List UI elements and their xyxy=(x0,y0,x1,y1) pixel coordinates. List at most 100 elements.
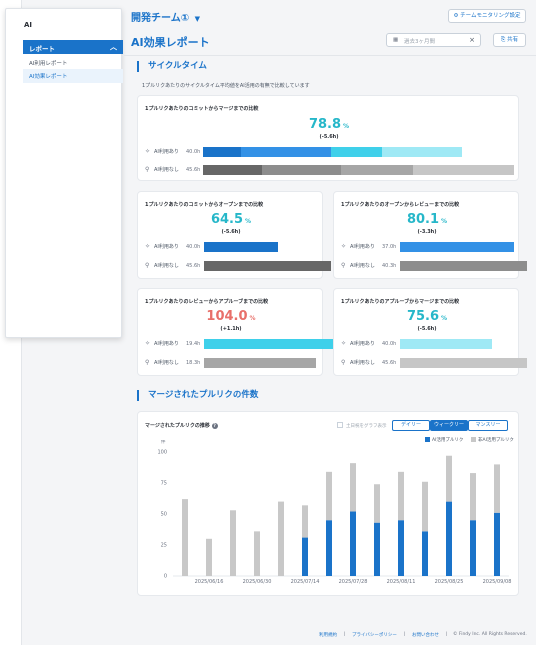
share-button[interactable]: ⎘ 共有 xyxy=(493,33,526,47)
person-icon: ⚲ xyxy=(341,359,346,366)
tab-weekly[interactable]: ウィークリー xyxy=(430,420,468,431)
row-label-without-ai: ⚲ AI利用なし xyxy=(341,359,375,366)
y-tick-label: 75 xyxy=(161,481,167,487)
chart-bar[interactable] xyxy=(398,520,404,576)
cycle-caption: 1プルリクあたりのサイクルタイム平均値をAI活用の有無で比較しています xyxy=(142,83,310,89)
chart-bar[interactable] xyxy=(422,481,428,532)
chart-bar[interactable] xyxy=(302,505,308,538)
bar-with-ai xyxy=(400,242,514,252)
chart-bar[interactable] xyxy=(470,520,476,576)
sparkle-icon: ✧ xyxy=(341,243,347,250)
cycle-card: 1プルリクあたりのオープンからレビューまでの比較 80.1% (-3.3h) ✧… xyxy=(333,191,527,279)
bar-without-ai xyxy=(203,165,514,175)
chart-bar[interactable] xyxy=(470,473,476,521)
x-tick-label: 2025/09/08 xyxy=(483,579,512,585)
diff-value: (-5.6h) xyxy=(417,326,437,332)
tab-monthly[interactable]: マンスリー xyxy=(468,420,508,431)
x-tick-label: 2025/08/11 xyxy=(387,579,416,585)
chart-bar[interactable] xyxy=(206,538,212,576)
y-tick-label: 100 xyxy=(157,450,167,456)
tab-daily[interactable]: デイリー xyxy=(392,420,430,431)
chevron-up-icon: ︿ xyxy=(110,43,117,51)
sidebar-section-report[interactable]: レポート ︿ xyxy=(23,40,123,54)
row-value-with-ai: 19.4h xyxy=(186,341,201,347)
chart-bar[interactable] xyxy=(254,531,260,576)
bar-without-ai xyxy=(204,261,331,271)
row-label-with-ai: ✧ AI利用あり xyxy=(145,148,179,155)
percent-value: 80.1% xyxy=(406,212,448,227)
chart-bar[interactable] xyxy=(446,455,452,502)
percent-value: 78.8% xyxy=(308,117,350,132)
chart-bar[interactable] xyxy=(350,463,356,512)
gear-icon: ⚙ xyxy=(453,13,459,19)
bar-with-ai xyxy=(400,339,492,349)
row-label-with-ai: ✧ AI利用あり xyxy=(341,340,375,347)
person-icon: ⚲ xyxy=(341,262,346,269)
chart-bar[interactable] xyxy=(182,499,188,576)
footer-link-privacy[interactable]: プライバシーポリシー xyxy=(352,633,397,638)
x-tick-label: 2025/07/28 xyxy=(339,579,368,585)
chart-bar[interactable] xyxy=(446,501,452,576)
merged-prs-chart: 件 0 25 50 75 100 2025/06/16 2025/06/30 2025/07/1… xyxy=(157,440,512,585)
chart-bar[interactable] xyxy=(326,520,332,576)
chart-bar[interactable] xyxy=(374,522,380,576)
row-value-with-ai: 40.0h xyxy=(186,149,201,155)
percent-value: 104.0% xyxy=(206,309,256,324)
share-icon: ⎘ xyxy=(500,37,506,43)
sidebar-flyout: AI レポート ︿ AI利用レポート AI効果レポート xyxy=(5,8,123,338)
weekend-checkbox[interactable]: 土日祝をグラフ表示 xyxy=(337,422,387,429)
row-value-without-ai: 45.6h xyxy=(382,360,397,366)
sparkle-icon: ✧ xyxy=(145,340,151,347)
chart-bar[interactable] xyxy=(494,464,500,513)
chart-bar[interactable] xyxy=(302,537,308,576)
percent-value: 75.6% xyxy=(406,309,448,324)
chart-bar[interactable] xyxy=(326,471,332,521)
monitoring-settings-button[interactable]: ⚙ チームモニタリング設定 xyxy=(448,9,526,23)
sparkle-icon: ✧ xyxy=(341,340,347,347)
footer-sep: | xyxy=(404,632,406,637)
person-icon: ⚲ xyxy=(145,166,150,173)
footer-link-terms[interactable]: 利用規約 xyxy=(319,633,337,638)
row-label-with-ai: ✧ AI利用あり xyxy=(145,340,179,347)
chart-bar[interactable] xyxy=(350,511,356,576)
section-title-cycle: サイクルタイム xyxy=(137,61,207,72)
row-label-without-ai: ⚲ AI利用なし xyxy=(145,166,179,173)
chart-bar[interactable] xyxy=(422,531,428,576)
clear-icon[interactable]: × xyxy=(469,36,475,44)
diff-value: (-5.6h) xyxy=(221,229,241,235)
footer-link-contact[interactable]: お問い合わせ xyxy=(412,633,439,638)
cycle-card: 1プルリクあたりのコミットからオープンまでの比較 64.5% (-5.6h) ✧… xyxy=(137,191,331,279)
y-tick-label: 50 xyxy=(161,512,167,518)
chart-bar[interactable] xyxy=(230,510,236,576)
diff-value: (+1.1h) xyxy=(220,326,242,332)
person-icon: ⚲ xyxy=(145,262,150,269)
sidebar-item-ai-usage[interactable]: AI利用レポート xyxy=(29,61,68,67)
sidebar-item-ai-effect[interactable]: AI効果レポート xyxy=(23,69,123,83)
bar-without-ai xyxy=(204,358,316,368)
legend-ai: AI活用プルリク xyxy=(425,437,463,443)
y-tick-label: 25 xyxy=(161,543,167,549)
diff-value: (-3.3h) xyxy=(417,229,437,235)
bar-segment xyxy=(262,165,341,175)
chart-bar[interactable] xyxy=(398,471,404,521)
date-range-input[interactable]: ▦ 過去3ヶ月間 × xyxy=(386,33,481,47)
team-selector[interactable]: 開発チーム① ▼ xyxy=(131,9,200,24)
row-label-with-ai: ✧ AI利用あり xyxy=(341,243,375,250)
row-value-with-ai: 40.0h xyxy=(186,244,201,250)
chart-bar[interactable] xyxy=(374,484,380,523)
bar-without-ai xyxy=(400,261,527,271)
chart-bar[interactable] xyxy=(278,501,284,576)
monitoring-settings-label: チームモニタリング設定 xyxy=(460,13,521,19)
row-value-with-ai: 37.0h xyxy=(382,244,397,250)
team-name: 開発チーム① xyxy=(131,13,190,24)
bar-segment xyxy=(241,147,331,157)
checkbox-box xyxy=(337,422,343,428)
person-icon: ⚲ xyxy=(145,359,150,366)
bar-segment xyxy=(203,147,241,157)
calendar-icon: ▦ xyxy=(393,37,399,43)
card-title: 1プルリクあたりのアプルーブからマージまでの比較 xyxy=(341,299,460,305)
cycle-card: 1プルリクあたりのレビューからアプルーブまでの比較 104.0% (+1.1h)… xyxy=(137,288,336,376)
card-title: 1プルリクあたりのオープンからレビューまでの比較 xyxy=(341,202,460,208)
card-title: 1プルリクあたりのコミットからオープンまでの比較 xyxy=(145,202,264,208)
chart-bar[interactable] xyxy=(494,512,500,576)
